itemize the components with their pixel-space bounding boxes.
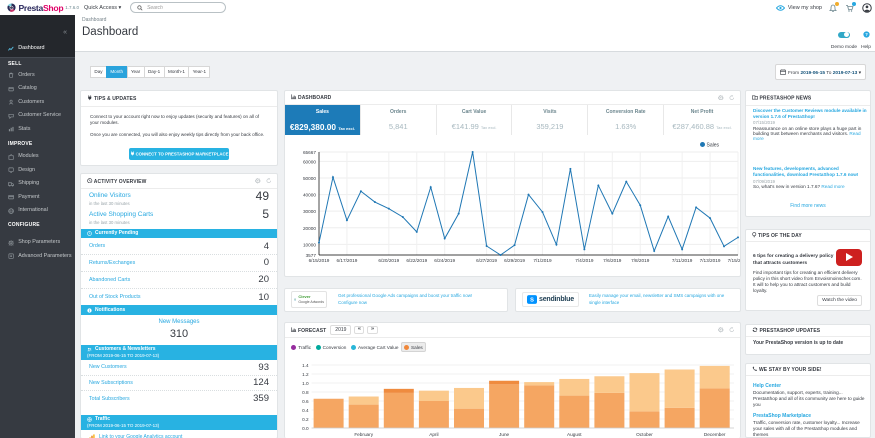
svg-text:60000: 60000 — [303, 159, 316, 164]
svg-text:0.2: 0.2 — [302, 417, 309, 422]
svg-text:6/15/2019: 6/15/2019 — [309, 258, 330, 263]
svg-text:April: April — [429, 432, 438, 437]
svg-text:7/6/2019: 7/6/2019 — [603, 258, 622, 263]
svg-text:October: October — [636, 432, 653, 437]
svg-text:6/29/2019: 6/29/2019 — [504, 258, 525, 263]
svg-text:?: ? — [865, 32, 868, 37]
svg-text:7/1/2019: 7/1/2019 — [533, 258, 552, 263]
svg-text:7/8/2019: 7/8/2019 — [631, 258, 650, 263]
svg-text:6/17/2019: 6/17/2019 — [337, 258, 358, 263]
svg-text:August: August — [567, 432, 582, 437]
svg-text:65667: 65667 — [303, 150, 316, 155]
svg-text:7/4/2019: 7/4/2019 — [575, 258, 594, 263]
svg-text:February: February — [354, 432, 373, 437]
svg-text:30000: 30000 — [303, 209, 316, 214]
svg-text:December: December — [704, 432, 726, 437]
svg-text:6/24/2019: 6/24/2019 — [434, 258, 455, 263]
svg-text:0.0: 0.0 — [302, 426, 309, 431]
svg-text:20000: 20000 — [303, 226, 316, 231]
svg-text:7/13/2019: 7/13/2019 — [700, 258, 721, 263]
svg-text:0.4: 0.4 — [302, 408, 309, 413]
svg-text:June: June — [499, 432, 510, 437]
svg-text:7/11/2019: 7/11/2019 — [672, 258, 693, 263]
svg-text:1.2: 1.2 — [302, 372, 309, 377]
svg-text:1.0: 1.0 — [302, 381, 309, 386]
svg-text:6/22/2019: 6/22/2019 — [406, 258, 427, 263]
svg-text:0.6: 0.6 — [302, 399, 309, 404]
svg-text:40000: 40000 — [303, 193, 316, 198]
svg-text:7/15/2019: 7/15/2019 — [728, 258, 740, 263]
svg-text:1.4: 1.4 — [302, 363, 309, 368]
svg-text:6/27/2019: 6/27/2019 — [476, 258, 497, 263]
svg-text:6/20/2019: 6/20/2019 — [378, 258, 399, 263]
svg-text:S: S — [530, 298, 534, 304]
svg-text:10000: 10000 — [303, 242, 316, 247]
svg-text:0.8: 0.8 — [302, 390, 309, 395]
svg-text:3577: 3577 — [306, 253, 317, 258]
svg-text:50000: 50000 — [303, 176, 316, 181]
